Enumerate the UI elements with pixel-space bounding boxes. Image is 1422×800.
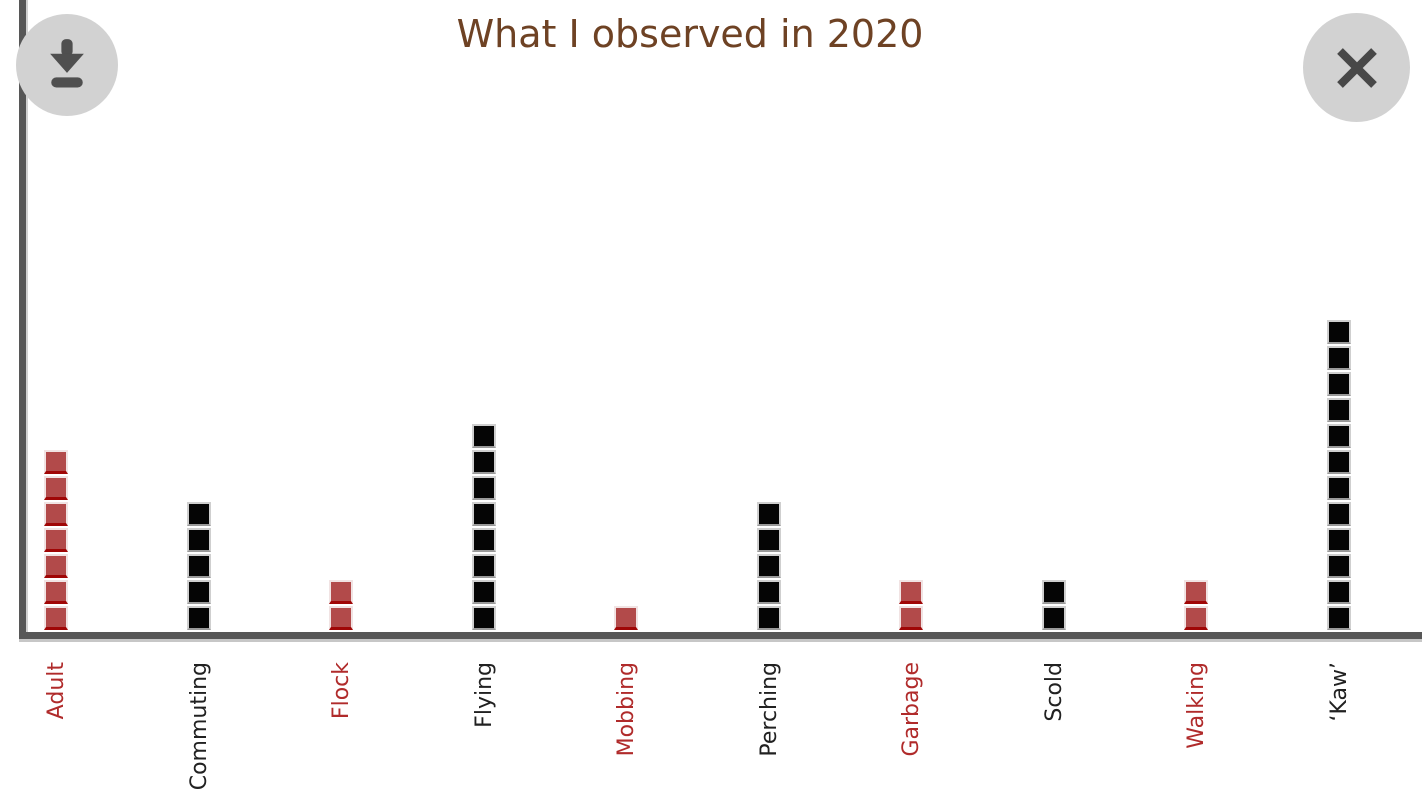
unit-square bbox=[1326, 320, 1351, 344]
x-axis-line bbox=[19, 632, 1422, 639]
unit-square bbox=[471, 450, 496, 474]
unit-square bbox=[614, 606, 639, 630]
unit-square bbox=[1326, 580, 1351, 604]
unit-square bbox=[1326, 476, 1351, 500]
x-axis-label: Mobbing bbox=[614, 662, 640, 757]
unit-square bbox=[1326, 502, 1351, 526]
x-axis-label: Flying bbox=[471, 662, 497, 728]
x-axis-label: Garbage bbox=[899, 662, 925, 757]
bar-column bbox=[899, 580, 924, 630]
unit-square bbox=[471, 580, 496, 604]
x-axis-label: Perching bbox=[756, 662, 782, 757]
unit-square bbox=[44, 528, 68, 552]
unit-square bbox=[471, 606, 496, 630]
unit-square bbox=[44, 476, 68, 500]
unit-square bbox=[44, 554, 68, 578]
x-axis-label: ‘Kaw’ bbox=[1326, 662, 1352, 722]
y-axis-line bbox=[19, 0, 26, 639]
bar-column bbox=[329, 580, 354, 630]
unit-square bbox=[756, 580, 781, 604]
unit-square bbox=[1326, 424, 1351, 448]
unit-square bbox=[44, 606, 68, 630]
unit-square bbox=[329, 606, 354, 630]
unit-square bbox=[186, 502, 211, 526]
close-icon bbox=[1335, 46, 1379, 90]
unit-square bbox=[1326, 398, 1351, 422]
unit-square bbox=[44, 450, 68, 474]
unit-square bbox=[756, 606, 781, 630]
unit-square bbox=[899, 606, 924, 630]
chart-title: What I observed in 2020 bbox=[456, 12, 924, 56]
unit-square bbox=[471, 502, 496, 526]
unit-square bbox=[329, 580, 354, 604]
unit-square bbox=[1326, 554, 1351, 578]
unit-square bbox=[899, 580, 924, 604]
close-button[interactable] bbox=[1303, 13, 1410, 122]
x-axis-label: Scold bbox=[1041, 662, 1067, 722]
bar-column bbox=[471, 424, 496, 630]
unit-square bbox=[756, 502, 781, 526]
unit-square bbox=[1326, 450, 1351, 474]
x-axis-label: Flock bbox=[329, 662, 355, 720]
unit-square bbox=[1184, 606, 1209, 630]
x-axis-label: Adult bbox=[44, 662, 69, 720]
bar-column bbox=[1184, 580, 1209, 630]
bar-column bbox=[614, 606, 639, 630]
unit-square bbox=[471, 554, 496, 578]
download-icon bbox=[40, 38, 94, 92]
unit-square bbox=[186, 606, 211, 630]
bar-column bbox=[1041, 580, 1066, 630]
unit-square bbox=[1041, 606, 1066, 630]
bar-column bbox=[756, 502, 781, 630]
x-axis-label: Commuting bbox=[186, 662, 212, 791]
bar-column bbox=[1326, 320, 1351, 630]
unit-square bbox=[471, 528, 496, 552]
unit-square bbox=[1184, 580, 1209, 604]
unit-square bbox=[471, 424, 496, 448]
unit-square bbox=[186, 580, 211, 604]
x-axis-label: Walking bbox=[1184, 662, 1210, 749]
unit-square bbox=[1326, 346, 1351, 370]
unit-square bbox=[44, 580, 68, 604]
unit-square bbox=[1326, 528, 1351, 552]
unit-square bbox=[1326, 372, 1351, 396]
unit-square bbox=[756, 528, 781, 552]
unit-square bbox=[186, 554, 211, 578]
unit-square bbox=[1326, 606, 1351, 630]
unit-square bbox=[186, 528, 211, 552]
unit-square bbox=[1041, 580, 1066, 604]
bar-column bbox=[44, 450, 68, 630]
download-button[interactable] bbox=[16, 14, 118, 116]
bar-column bbox=[186, 502, 211, 630]
unit-square bbox=[471, 476, 496, 500]
unit-square bbox=[756, 554, 781, 578]
unit-square bbox=[44, 502, 68, 526]
